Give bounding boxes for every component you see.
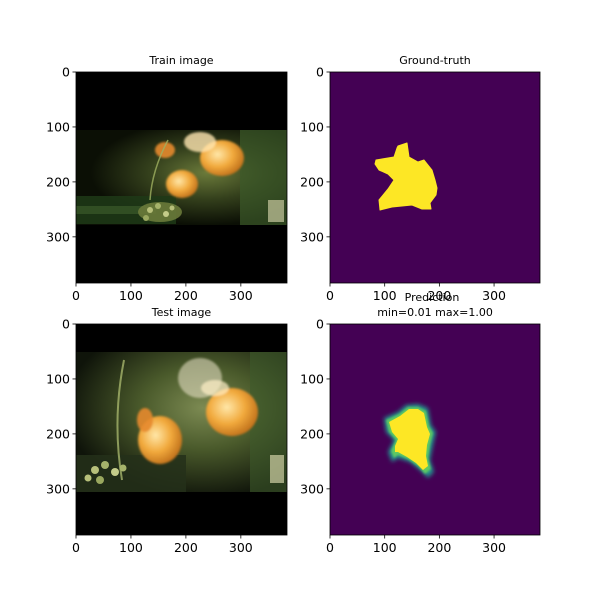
x-tick-label: 200 bbox=[174, 288, 198, 303]
prediction-panel: Prediction min=0.01 max=1.00 0 100 200 300 … bbox=[300, 291, 541, 555]
x-tick-label: 0 bbox=[72, 540, 80, 555]
x-tick-label: 300 bbox=[229, 540, 253, 555]
x-tick-label: 0 bbox=[326, 288, 334, 303]
ground-truth-title: Ground-truth bbox=[399, 54, 471, 67]
train-image-picture bbox=[76, 72, 287, 283]
x-tick-label: 300 bbox=[229, 288, 253, 303]
y-tick-label: 200 bbox=[46, 174, 70, 189]
y-tick-label: 100 bbox=[300, 371, 324, 386]
prediction-range-label: min=0.01 max=1.00 bbox=[377, 306, 493, 319]
y-tick-label: 100 bbox=[46, 371, 70, 386]
prediction-background bbox=[330, 324, 540, 535]
train-image-title: Train image bbox=[148, 54, 213, 67]
y-tick-label: 300 bbox=[300, 481, 324, 496]
ground-truth-panel: Ground-truth 0 100 200 300 0 100 200 300 bbox=[300, 54, 541, 303]
x-tick-label: 300 bbox=[482, 540, 506, 555]
ground-truth-yaxis: 0 100 200 300 bbox=[300, 65, 330, 244]
test-image-xaxis: 0 100 200 300 bbox=[72, 535, 253, 555]
y-tick-label: 100 bbox=[300, 119, 324, 134]
y-tick-label: 300 bbox=[46, 229, 70, 244]
y-tick-label: 0 bbox=[62, 65, 70, 80]
x-tick-label: 200 bbox=[427, 288, 451, 303]
prediction-frame bbox=[329, 323, 541, 536]
train-image-panel: Train image 0 100 200 300 0 100 200 300 bbox=[46, 54, 288, 303]
y-tick-label: 100 bbox=[46, 119, 70, 134]
x-tick-label: 300 bbox=[482, 288, 506, 303]
ground-truth-xaxis: 0 100 200 300 bbox=[326, 283, 506, 303]
y-tick-label: 200 bbox=[300, 426, 324, 441]
train-image-frame bbox=[75, 71, 288, 284]
x-tick-label: 100 bbox=[119, 288, 143, 303]
y-tick-label: 300 bbox=[46, 481, 70, 496]
y-tick-label: 300 bbox=[300, 229, 324, 244]
y-tick-label: 200 bbox=[300, 174, 324, 189]
test-image-title: Test image bbox=[151, 306, 212, 319]
ground-truth-frame bbox=[329, 71, 541, 284]
x-tick-label: 200 bbox=[174, 540, 198, 555]
x-tick-label: 100 bbox=[119, 540, 143, 555]
prediction-mask bbox=[384, 404, 436, 478]
test-image-frame bbox=[75, 323, 288, 536]
y-tick-label: 200 bbox=[46, 426, 70, 441]
prediction-xaxis: 0 100 200 300 bbox=[326, 535, 506, 555]
y-tick-label: 0 bbox=[316, 317, 324, 332]
train-image-xaxis: 0 100 200 300 bbox=[72, 283, 253, 303]
y-tick-label: 0 bbox=[316, 65, 324, 80]
prediction-title: Prediction bbox=[405, 291, 460, 304]
test-image-panel: Test image 0 100 200 300 0 100 200 300 bbox=[46, 306, 288, 555]
train-image-yaxis: 0 100 200 300 bbox=[46, 65, 76, 244]
x-tick-label: 0 bbox=[326, 540, 334, 555]
x-tick-label: 200 bbox=[427, 540, 451, 555]
y-tick-label: 0 bbox=[62, 317, 70, 332]
x-tick-label: 0 bbox=[72, 288, 80, 303]
ground-truth-background bbox=[330, 72, 540, 283]
test-image-yaxis: 0 100 200 300 bbox=[46, 317, 76, 496]
prediction-yaxis: 0 100 200 300 bbox=[300, 317, 330, 496]
x-tick-label: 100 bbox=[373, 288, 397, 303]
x-tick-label: 100 bbox=[373, 540, 397, 555]
test-image-picture bbox=[76, 324, 287, 535]
ground-truth-mask bbox=[374, 142, 438, 211]
